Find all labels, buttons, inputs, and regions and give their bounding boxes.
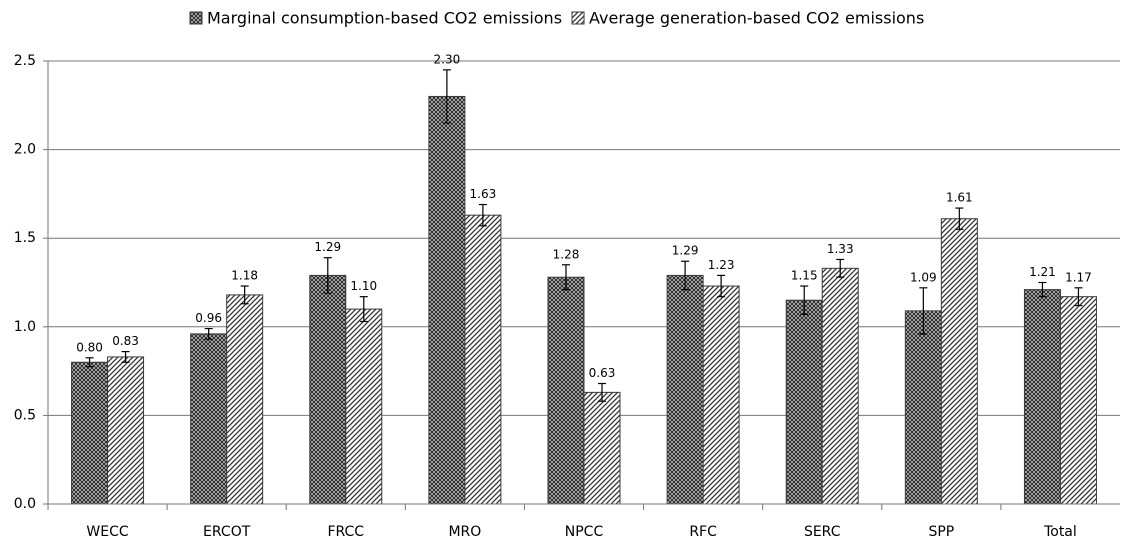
bar xyxy=(226,294,264,505)
bar xyxy=(464,214,502,505)
bar xyxy=(107,356,145,505)
bar xyxy=(821,267,859,505)
error-bar xyxy=(323,257,332,294)
bar xyxy=(702,285,740,505)
error-bar xyxy=(919,287,928,335)
bar xyxy=(547,276,585,505)
value-label: 0.63 xyxy=(589,366,616,380)
error-bar xyxy=(836,258,845,278)
error-bar xyxy=(562,264,570,291)
value-label: 1.61 xyxy=(946,191,973,205)
bar xyxy=(190,333,228,505)
value-label: 1.10 xyxy=(350,279,377,293)
value-label: 2.30 xyxy=(434,52,461,66)
x-tick-label: Total xyxy=(1043,524,1077,540)
error-bar xyxy=(1074,287,1083,307)
y-tick-label: 0.5 xyxy=(14,407,36,423)
bar xyxy=(583,391,621,505)
x-tick-label: ERCOT xyxy=(203,524,251,540)
bar xyxy=(345,308,383,505)
error-bar xyxy=(240,285,249,305)
error-bar xyxy=(1038,281,1047,298)
legend-swatch xyxy=(189,11,203,25)
value-label: 0.83 xyxy=(112,334,139,348)
value-label: 1.28 xyxy=(553,247,580,261)
bar xyxy=(666,274,704,505)
x-tick-label: SPP xyxy=(928,524,954,540)
value-label: 1.63 xyxy=(470,187,497,201)
y-tick-label: 0.0 xyxy=(14,496,36,512)
error-bar xyxy=(478,203,487,227)
bar xyxy=(309,274,347,505)
value-label: 1.15 xyxy=(791,269,818,283)
error-bar xyxy=(598,382,606,402)
x-tick-label: RFC xyxy=(689,524,717,540)
legend-label: Average generation-based CO2 emissions xyxy=(589,9,924,28)
bar xyxy=(1023,289,1061,505)
value-label: 1.23 xyxy=(708,258,735,272)
bar xyxy=(904,310,942,505)
value-label: 1.18 xyxy=(231,269,258,283)
error-bar xyxy=(800,285,809,315)
y-tick-label: 2.0 xyxy=(14,142,36,158)
x-tick-label: NPCC xyxy=(565,524,604,540)
y-tick-label: 1.0 xyxy=(14,319,36,335)
x-tick-label: WECC xyxy=(86,524,128,540)
value-label: 0.96 xyxy=(195,311,222,325)
error-bar xyxy=(121,351,130,363)
error-bar xyxy=(955,207,964,230)
x-tick-label: SERC xyxy=(804,524,841,540)
error-bar xyxy=(85,357,94,368)
bar xyxy=(785,299,823,505)
value-label: 1.33 xyxy=(827,242,854,256)
y-tick-label: 1.5 xyxy=(14,230,36,246)
error-bar xyxy=(359,296,368,323)
error-bar xyxy=(681,260,690,291)
value-label: 1.09 xyxy=(910,270,937,284)
bar xyxy=(1059,296,1097,505)
value-label: 1.17 xyxy=(1065,270,1092,284)
y-tick-label: 2.5 xyxy=(14,53,36,69)
error-bar xyxy=(204,327,213,340)
error-bar xyxy=(717,274,726,298)
error-bar xyxy=(442,69,451,124)
x-tick-label: MRO xyxy=(448,524,481,540)
legend-label: Marginal consumption-based CO2 emissions xyxy=(207,9,562,28)
bar xyxy=(71,361,109,505)
value-label: 1.29 xyxy=(314,240,341,254)
x-tick-label: FRCC xyxy=(327,524,364,540)
value-label: 1.29 xyxy=(672,244,699,258)
value-label: 0.80 xyxy=(76,340,103,354)
bar xyxy=(428,95,466,505)
legend-swatch xyxy=(571,11,585,25)
bar xyxy=(940,218,978,505)
value-label: 1.21 xyxy=(1029,265,1056,279)
